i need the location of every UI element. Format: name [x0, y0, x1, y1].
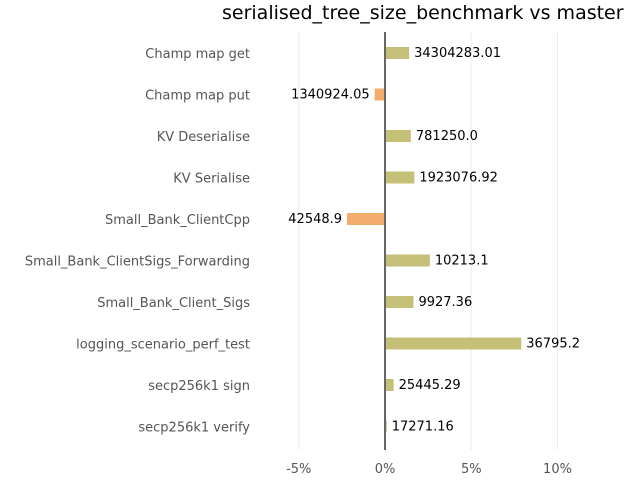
- bar: [385, 130, 411, 142]
- data-label: 781250.0: [416, 129, 478, 144]
- data-labels: 34304283.01 1340924.05 781250.0 1923076.92 4…: [288, 46, 580, 435]
- x-tick-label: 10%: [543, 462, 572, 477]
- bar: [385, 337, 522, 350]
- bar: [385, 296, 414, 308]
- category-label: KV Serialise: [173, 172, 250, 187]
- category-label: Champ map get: [145, 47, 250, 62]
- category-label: secp256k1 sign: [148, 379, 250, 394]
- x-tick-label: 0%: [375, 462, 396, 477]
- category-label: Champ map put: [145, 89, 250, 104]
- data-label: 17271.16: [392, 420, 454, 435]
- data-label: 25445.29: [399, 378, 461, 393]
- bar: [347, 213, 385, 225]
- bar: [385, 171, 415, 184]
- category-label: logging_scenario_perf_test: [76, 338, 250, 353]
- category-labels: Champ map get Champ map put KV Deserialise…: [25, 47, 250, 436]
- bar: [385, 379, 394, 391]
- category-label: Small_Bank_ClientCpp: [105, 213, 250, 228]
- data-label: 10213.1: [435, 254, 489, 269]
- bar: [385, 47, 410, 59]
- data-label: 36795.2: [526, 337, 580, 352]
- category-label: KV Deserialise: [157, 130, 250, 145]
- bar: [374, 88, 385, 101]
- bar: [385, 254, 430, 267]
- x-tick-label: -5%: [286, 462, 311, 477]
- chart-title: serialised_tree_size_benchmark vs master: [222, 2, 624, 24]
- data-label: 9927.36: [418, 295, 472, 310]
- gridlines: [298, 32, 558, 450]
- category-label: Small_Bank_ClientSigs_Forwarding: [25, 255, 250, 270]
- data-label: 42548.9: [288, 212, 342, 227]
- data-label: 34304283.01: [414, 46, 501, 61]
- category-label: Small_Bank_Client_Sigs: [97, 296, 250, 311]
- data-label: 1923076.92: [419, 171, 498, 186]
- category-label: secp256k1 verify: [138, 421, 250, 436]
- x-tick-label: 5%: [461, 462, 482, 477]
- bars: [347, 47, 522, 433]
- x-axis-ticks: -5% 0% 5% 10%: [286, 462, 572, 477]
- data-label: 1340924.05: [291, 88, 370, 103]
